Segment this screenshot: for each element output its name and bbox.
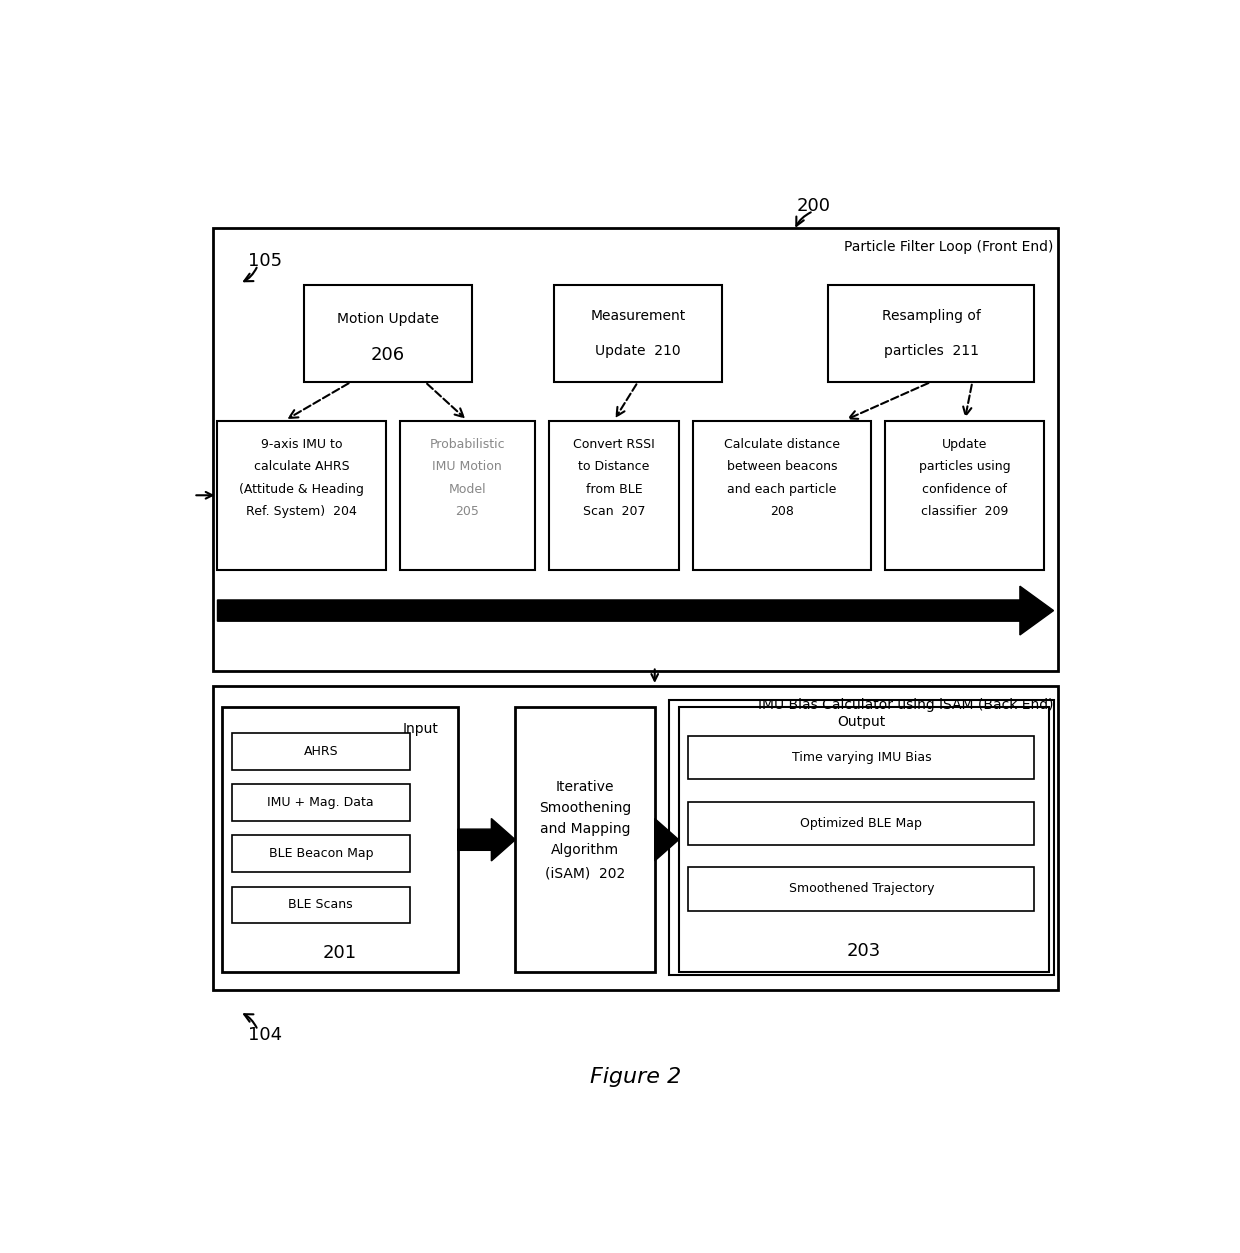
Text: Smoothened Trajectory: Smoothened Trajectory xyxy=(789,882,934,896)
Text: Motion Update: Motion Update xyxy=(337,312,439,326)
Text: IMU Bias Calculator using iSAM (Back End): IMU Bias Calculator using iSAM (Back End… xyxy=(758,698,1054,712)
Text: Input: Input xyxy=(403,722,439,736)
FancyBboxPatch shape xyxy=(217,421,386,570)
FancyBboxPatch shape xyxy=(688,802,1034,845)
Text: Resampling of: Resampling of xyxy=(882,309,981,323)
Text: between beacons: between beacons xyxy=(727,460,837,474)
Text: IMU + Mag. Data: IMU + Mag. Data xyxy=(268,796,374,809)
Text: IMU Motion: IMU Motion xyxy=(433,460,502,474)
FancyBboxPatch shape xyxy=(401,421,534,570)
FancyBboxPatch shape xyxy=(554,286,722,382)
Text: calculate AHRS: calculate AHRS xyxy=(254,460,350,474)
FancyBboxPatch shape xyxy=(232,887,409,923)
Text: Algorithm: Algorithm xyxy=(551,843,619,857)
FancyBboxPatch shape xyxy=(549,421,678,570)
FancyBboxPatch shape xyxy=(688,867,1034,911)
FancyBboxPatch shape xyxy=(693,421,870,570)
FancyArrow shape xyxy=(655,818,678,861)
Text: particles using: particles using xyxy=(919,460,1011,474)
FancyBboxPatch shape xyxy=(828,286,1034,382)
Text: Update: Update xyxy=(942,439,987,451)
Text: Output: Output xyxy=(837,714,885,728)
FancyArrow shape xyxy=(458,818,516,861)
Text: (Attitude & Heading: (Attitude & Heading xyxy=(239,482,365,495)
FancyArrow shape xyxy=(217,586,1054,635)
Text: 206: 206 xyxy=(371,346,405,363)
Text: classifier  209: classifier 209 xyxy=(921,505,1008,517)
Text: 200: 200 xyxy=(796,197,831,216)
FancyBboxPatch shape xyxy=(688,736,1034,779)
FancyBboxPatch shape xyxy=(516,707,655,972)
Text: from BLE: from BLE xyxy=(585,482,642,495)
FancyBboxPatch shape xyxy=(885,421,1044,570)
Text: Probabilistic: Probabilistic xyxy=(429,439,505,451)
FancyBboxPatch shape xyxy=(670,700,1054,975)
Text: Ref. System)  204: Ref. System) 204 xyxy=(246,505,357,517)
Text: and Mapping: and Mapping xyxy=(539,822,630,836)
FancyBboxPatch shape xyxy=(232,784,409,821)
Text: Time varying IMU Bias: Time varying IMU Bias xyxy=(791,752,931,764)
FancyBboxPatch shape xyxy=(232,733,409,769)
Text: Particle Filter Loop (Front End): Particle Filter Loop (Front End) xyxy=(844,239,1054,254)
Text: particles  211: particles 211 xyxy=(884,345,978,358)
Text: Scan  207: Scan 207 xyxy=(583,505,645,517)
Text: Calculate distance: Calculate distance xyxy=(724,439,839,451)
Text: Smoothening: Smoothening xyxy=(539,801,631,814)
Text: Optimized BLE Map: Optimized BLE Map xyxy=(800,817,923,829)
Text: 104: 104 xyxy=(248,1026,283,1044)
Text: AHRS: AHRS xyxy=(304,746,339,758)
Text: 205: 205 xyxy=(455,505,480,517)
Text: 9-axis IMU to: 9-axis IMU to xyxy=(260,439,342,451)
Text: Update  210: Update 210 xyxy=(595,345,681,358)
Text: BLE Scans: BLE Scans xyxy=(289,898,353,911)
FancyBboxPatch shape xyxy=(222,707,458,972)
Text: 203: 203 xyxy=(847,942,880,960)
FancyBboxPatch shape xyxy=(213,685,1058,990)
FancyBboxPatch shape xyxy=(304,286,472,382)
Text: confidence of: confidence of xyxy=(923,482,1007,495)
FancyBboxPatch shape xyxy=(678,707,1049,972)
Text: to Distance: to Distance xyxy=(578,460,650,474)
Text: Measurement: Measurement xyxy=(590,309,686,323)
FancyBboxPatch shape xyxy=(232,836,409,872)
Text: 105: 105 xyxy=(248,252,283,271)
Text: Iterative: Iterative xyxy=(556,779,614,793)
Text: BLE Beacon Map: BLE Beacon Map xyxy=(269,847,373,861)
FancyBboxPatch shape xyxy=(213,228,1058,672)
Text: and each particle: and each particle xyxy=(728,482,837,495)
Text: 208: 208 xyxy=(770,505,794,517)
Text: Model: Model xyxy=(449,482,486,495)
Text: Figure 2: Figure 2 xyxy=(590,1066,681,1086)
Text: (iSAM)  202: (iSAM) 202 xyxy=(544,867,625,881)
Text: 201: 201 xyxy=(322,944,357,962)
Text: Convert RSSI: Convert RSSI xyxy=(573,439,655,451)
